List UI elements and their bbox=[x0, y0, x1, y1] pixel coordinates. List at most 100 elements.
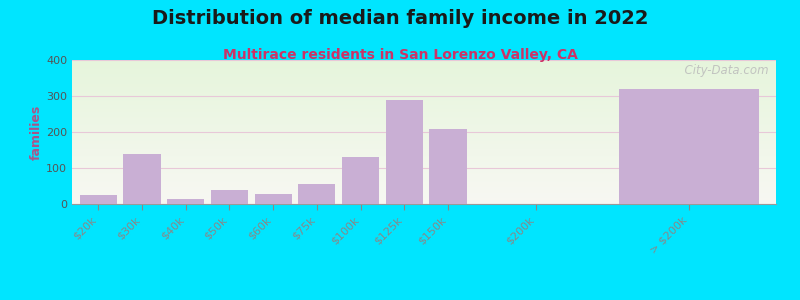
Bar bbox=[72, 124, 776, 125]
Bar bbox=[618, 89, 758, 204]
Bar bbox=[72, 116, 776, 117]
Bar bbox=[72, 74, 776, 75]
Bar bbox=[72, 153, 776, 154]
Bar bbox=[72, 189, 776, 190]
Bar bbox=[72, 184, 776, 185]
Bar bbox=[72, 134, 776, 135]
Bar bbox=[72, 102, 776, 103]
Bar bbox=[72, 145, 776, 146]
Bar bbox=[72, 75, 776, 76]
Bar bbox=[72, 148, 776, 149]
Bar bbox=[72, 71, 776, 72]
Bar bbox=[80, 195, 117, 204]
Bar bbox=[72, 108, 776, 109]
Bar bbox=[342, 157, 379, 204]
Bar bbox=[72, 187, 776, 188]
Bar bbox=[72, 83, 776, 84]
Bar bbox=[72, 147, 776, 148]
Bar bbox=[72, 162, 776, 163]
Bar bbox=[72, 127, 776, 128]
Bar bbox=[72, 123, 776, 124]
Bar bbox=[72, 88, 776, 89]
Bar bbox=[72, 170, 776, 171]
Bar bbox=[72, 139, 776, 140]
Bar bbox=[72, 125, 776, 126]
Bar bbox=[72, 202, 776, 203]
Bar bbox=[72, 155, 776, 156]
Bar bbox=[72, 128, 776, 129]
Bar bbox=[72, 84, 776, 85]
Bar bbox=[72, 132, 776, 133]
Bar bbox=[72, 130, 776, 131]
Bar bbox=[430, 130, 466, 204]
Bar bbox=[72, 131, 776, 132]
Bar bbox=[72, 70, 776, 71]
Bar bbox=[72, 93, 776, 94]
Bar bbox=[72, 194, 776, 195]
Bar bbox=[72, 161, 776, 162]
Bar bbox=[72, 175, 776, 176]
Bar bbox=[72, 160, 776, 161]
Bar bbox=[72, 137, 776, 138]
Bar bbox=[72, 117, 776, 118]
Bar bbox=[72, 192, 776, 193]
Bar bbox=[72, 143, 776, 144]
Bar bbox=[72, 95, 776, 96]
Bar bbox=[72, 177, 776, 178]
Bar bbox=[72, 173, 776, 174]
Bar bbox=[72, 129, 776, 130]
Bar bbox=[123, 154, 161, 204]
Bar bbox=[211, 190, 248, 204]
Bar bbox=[72, 167, 776, 168]
Bar bbox=[72, 203, 776, 204]
Bar bbox=[254, 194, 292, 204]
Bar bbox=[72, 66, 776, 67]
Bar bbox=[72, 200, 776, 201]
Bar bbox=[72, 186, 776, 187]
Bar bbox=[72, 107, 776, 108]
Bar bbox=[72, 181, 776, 182]
Bar bbox=[72, 98, 776, 99]
Bar bbox=[72, 193, 776, 194]
Bar bbox=[72, 115, 776, 116]
Bar bbox=[72, 62, 776, 63]
Bar bbox=[72, 96, 776, 97]
Bar bbox=[72, 146, 776, 147]
Bar bbox=[72, 164, 776, 165]
Bar bbox=[72, 110, 776, 111]
Bar bbox=[72, 156, 776, 157]
Bar bbox=[72, 135, 776, 136]
Bar bbox=[72, 61, 776, 62]
Bar bbox=[72, 172, 776, 173]
Bar bbox=[167, 199, 204, 204]
Bar bbox=[72, 92, 776, 93]
Bar bbox=[72, 119, 776, 120]
Bar bbox=[72, 113, 776, 114]
Bar bbox=[72, 121, 776, 122]
Bar bbox=[72, 101, 776, 102]
Bar bbox=[72, 106, 776, 107]
Bar bbox=[72, 105, 776, 106]
Bar bbox=[72, 81, 776, 82]
Bar bbox=[72, 122, 776, 123]
Bar bbox=[72, 73, 776, 74]
Bar bbox=[72, 87, 776, 88]
Bar bbox=[72, 188, 776, 189]
Bar bbox=[72, 154, 776, 155]
Bar bbox=[72, 195, 776, 196]
Bar bbox=[72, 85, 776, 86]
Bar bbox=[72, 198, 776, 199]
Bar bbox=[72, 91, 776, 92]
Bar bbox=[72, 169, 776, 170]
Bar bbox=[72, 157, 776, 158]
Y-axis label: families: families bbox=[30, 104, 43, 160]
Bar bbox=[72, 169, 776, 170]
Text: Multirace residents in San Lorenzo Valley, CA: Multirace residents in San Lorenzo Valle… bbox=[222, 48, 578, 62]
Bar bbox=[72, 69, 776, 70]
Bar bbox=[72, 168, 776, 169]
Bar bbox=[72, 174, 776, 175]
Bar bbox=[72, 86, 776, 87]
Bar bbox=[72, 149, 776, 150]
Bar bbox=[72, 185, 776, 186]
Bar bbox=[72, 64, 776, 65]
